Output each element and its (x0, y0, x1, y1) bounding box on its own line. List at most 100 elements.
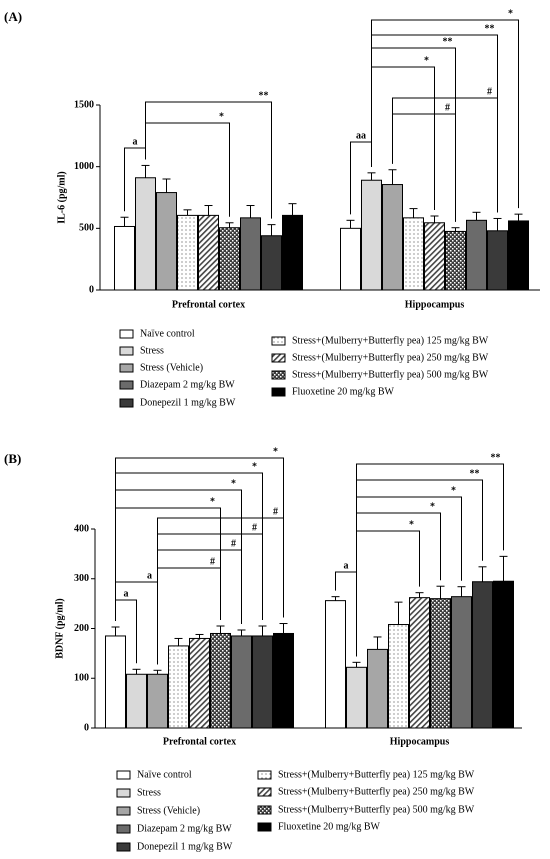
error-bar (409, 208, 418, 218)
legend-swatch (271, 353, 286, 363)
y-tick-label: 1000 (74, 161, 94, 172)
bar (508, 220, 529, 291)
significance-label: # (252, 522, 257, 533)
bar (346, 666, 367, 729)
legend-label: Fluoxetine 20 mg/kg BW (278, 821, 381, 832)
legend-swatch (119, 380, 134, 390)
significance-bracket (115, 472, 263, 622)
legend-swatch (119, 398, 134, 408)
bar (403, 217, 424, 291)
error-bar (132, 668, 141, 675)
legend-label: Naïve control (137, 769, 192, 780)
y-tick-label: 100 (74, 673, 89, 684)
significance-bracket (157, 517, 284, 665)
error-bar (195, 633, 204, 639)
error-bar (472, 211, 481, 221)
significance-label: * (430, 501, 435, 512)
significance-label: a (344, 560, 349, 571)
significance-label: # (273, 506, 278, 517)
legend-label: Stress+(Mulberry+Butterfly pea) 250 mg/k… (278, 786, 475, 797)
error-bar (120, 216, 129, 227)
legend-label: Diazepam 2 mg/kg BW (137, 823, 232, 834)
error-bar (430, 215, 439, 223)
x-tick-label: Hippocampus (390, 736, 450, 747)
significance-label: # (210, 556, 215, 567)
bar (231, 635, 252, 729)
significance-bracket (145, 101, 272, 219)
significance-label: # (445, 102, 450, 113)
error-bar (331, 596, 340, 601)
legend-label: Stress+(Mulberry+Butterfly pea) 125 mg/k… (292, 335, 489, 346)
bar (240, 217, 261, 291)
error-bar (174, 637, 183, 646)
significance-bracket (371, 19, 519, 209)
legend-swatch (119, 329, 134, 339)
error-bar (279, 623, 288, 634)
legend-swatch (271, 336, 286, 346)
bar (105, 635, 126, 729)
significance-label: * (424, 55, 429, 66)
error-bar (352, 661, 361, 668)
bar (367, 648, 388, 729)
legend-label: Donepezil 1 mg/kg BW (140, 397, 236, 408)
bar (424, 222, 445, 291)
bar (430, 598, 451, 729)
bar (126, 673, 147, 729)
legend-swatch (116, 770, 131, 780)
significance-label: * (508, 8, 513, 19)
error-bar (288, 203, 297, 216)
error-bar (111, 626, 120, 636)
legend-label: Stress+(Mulberry+Butterfly pea) 250 mg/k… (292, 352, 489, 363)
bar (451, 596, 472, 729)
error-bar (141, 164, 150, 178)
bar (466, 219, 487, 291)
y-tick-label: 400 (74, 523, 89, 534)
significance-label: ** (491, 452, 501, 463)
error-bar (457, 586, 466, 597)
error-bar (415, 592, 424, 598)
significance-label: * (219, 111, 224, 122)
significance-bracket (392, 97, 498, 213)
legend-label: Stress+(Mulberry+Butterfly pea) 125 mg/k… (278, 769, 475, 780)
bar (493, 580, 514, 729)
x-tick-label: Hippocampus (405, 299, 465, 310)
error-bar (514, 213, 523, 221)
error-bar (493, 217, 502, 231)
error-bar (246, 205, 255, 218)
bar (409, 597, 430, 729)
error-bar (183, 209, 192, 216)
legend-label: Stress+(Mulberry+Butterfly pea) 500 mg/k… (292, 369, 489, 380)
error-bar (225, 222, 234, 228)
bar (388, 624, 409, 729)
significance-label: ** (470, 468, 480, 479)
y-tick-label: 200 (74, 623, 89, 634)
error-bar (153, 669, 162, 675)
legend-label: Stress (Vehicle) (137, 805, 200, 816)
significance-label: ** (259, 90, 269, 101)
significance-bracket (115, 507, 221, 622)
bar (282, 214, 303, 291)
bar (252, 635, 273, 729)
significance-label: * (409, 519, 414, 530)
legend-swatch (257, 787, 272, 797)
y-tick-label: 0 (84, 722, 89, 733)
x-tick-label: Prefrontal cortex (172, 299, 245, 310)
significance-label: # (487, 86, 492, 97)
error-bar (237, 629, 246, 636)
legend-swatch (116, 788, 131, 798)
y-tick-label: 1500 (74, 99, 94, 110)
legend-swatch (116, 842, 131, 852)
significance-label: a (133, 136, 138, 147)
bar (189, 637, 210, 729)
significance-bracket (356, 463, 504, 657)
bar (219, 227, 240, 291)
legend-label: Diazepam 2 mg/kg BW (140, 379, 235, 390)
bar (168, 645, 189, 729)
bar (114, 225, 135, 291)
y-axis-title: IL-6 (pg/ml) (56, 171, 67, 224)
bar (177, 214, 198, 291)
bar (147, 673, 168, 729)
error-bar (216, 625, 225, 634)
significance-label: a (147, 570, 152, 581)
